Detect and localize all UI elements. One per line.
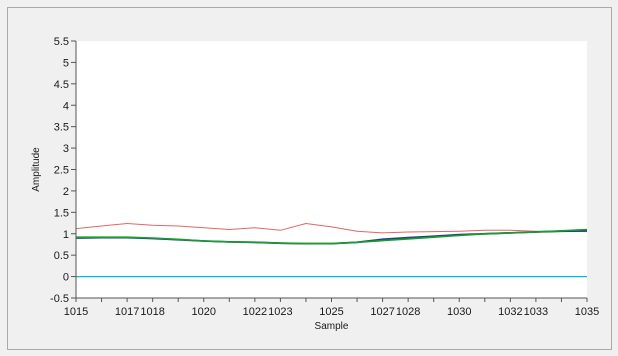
x-tick-label: 1020	[192, 306, 216, 318]
y-axis-title: Amplitude	[31, 147, 42, 192]
x-tick-label: 1033	[524, 306, 548, 318]
y-tick-label: 5	[63, 57, 69, 69]
x-tick-label: 1030	[447, 306, 471, 318]
y-axis: 5.5 5 4.5 4 3.5 3 2.5 2 1.5 1 0.5 0 -0.5	[50, 36, 76, 305]
x-tick-label: 1015	[64, 306, 88, 318]
x-tick-label: 1025	[319, 306, 343, 318]
x-axis: 1015 1017 1018 1020 1022 1023 1025 1027 1028 1030…	[64, 298, 599, 318]
x-tick-label: 1023	[268, 306, 292, 318]
series-layer	[75, 223, 588, 278]
x-tick-label: 1028	[396, 306, 420, 318]
y-tick-label: 1.5	[54, 207, 69, 219]
y-tick-label: 1	[63, 229, 69, 241]
y-tick-label: 4.5	[54, 79, 69, 91]
x-tick-label: 1022	[243, 306, 267, 318]
x-axis-title: Sample	[315, 321, 349, 332]
y-tick-label: 0.5	[54, 250, 69, 262]
y-tick-label: -0.5	[50, 293, 69, 305]
x-tick-label: 1032	[498, 306, 522, 318]
x-tick-label: 1035	[575, 306, 599, 318]
series-line-green	[76, 228, 588, 245]
x-tick-label: 1018	[140, 306, 164, 318]
plot-area	[76, 41, 587, 298]
series-line-red	[75, 223, 588, 234]
y-tick-label: 0	[63, 272, 69, 284]
y-tick-label: 5.5	[54, 36, 69, 48]
y-tick-label: 3	[63, 143, 69, 155]
y-tick-label: 2.5	[54, 165, 69, 177]
x-tick-label: 1017	[115, 306, 139, 318]
x-tick-label: 1027	[370, 306, 394, 318]
y-tick-label: 2	[63, 186, 69, 198]
y-tick-label: 3.5	[54, 122, 69, 134]
y-tick-label: 4	[63, 100, 69, 112]
